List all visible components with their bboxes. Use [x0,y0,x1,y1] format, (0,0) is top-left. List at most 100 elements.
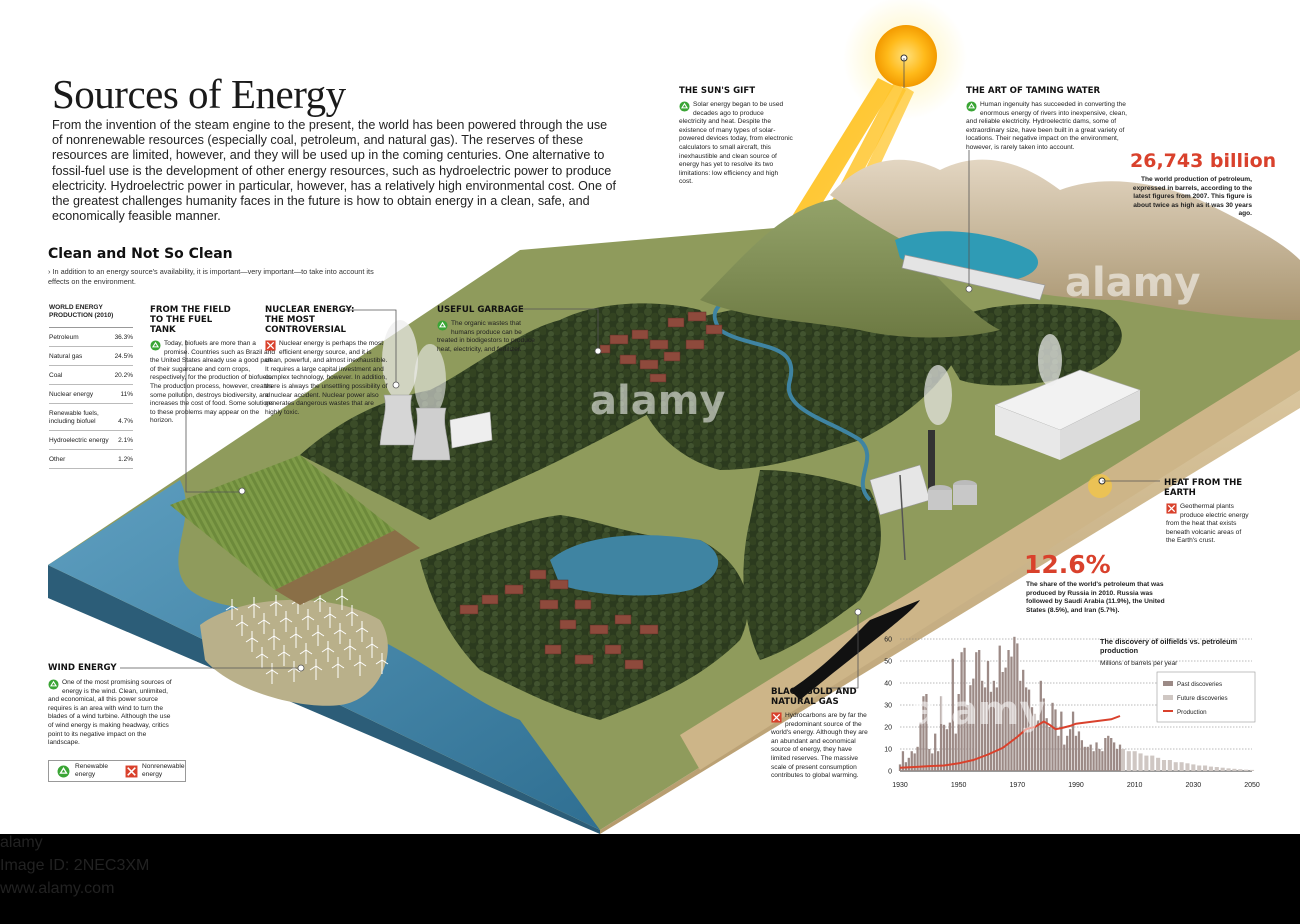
table-row: Nuclear energy 11% [49,385,133,404]
legend-swatch-past [1163,681,1173,686]
sun-callout-text: Solar energy began to be used decades ag… [679,101,793,186]
y-tick-label: 30 [884,703,892,710]
past-discovery-bar [957,694,960,771]
future-discovery-bar [1249,769,1255,771]
garbage-callout-text: The organic wastes that humans produce c… [437,320,535,353]
table-row-value: 1.2% [118,456,133,463]
x-tick-label: 2050 [1244,782,1260,789]
past-discovery-bar [963,647,966,771]
y-tick-label: 60 [884,637,892,644]
past-discovery-bar [995,687,998,771]
wind-turbine [309,659,323,680]
past-discovery-bar [966,705,969,771]
table-row-name: Petroleum [49,334,79,341]
future-discovery-bar [1197,765,1202,771]
past-discovery-bar [1057,735,1060,771]
past-discovery-bar [1010,656,1013,771]
wind-turbine [321,641,335,662]
infographic-canvas: Sources of Energy From the invention of … [48,0,1300,834]
wind-callout-title: WIND ENERGY [48,663,117,673]
renewable-icon [150,340,161,351]
past-discovery-bar [1054,709,1057,771]
y-tick-label: 0 [888,769,892,776]
future-discovery-bar [1244,769,1249,771]
table-row: Petroleum 36.3% [49,328,133,347]
table-row-value: 36.3% [114,334,133,341]
past-discovery-bar [954,733,957,771]
wind-turbines [225,589,389,684]
nuclear-callout-text: Nuclear energy is perhaps the most effic… [265,340,388,416]
future-discovery-bar [1120,749,1125,771]
past-discovery-bar [1112,742,1116,771]
table-row: Hydroelectric energy 2.1% [49,431,133,450]
section-subtitle: › In addition to an energy source's avai… [48,267,374,286]
wind-turbine [345,605,359,626]
past-discovery-bar [1118,744,1122,771]
chart-title: The discovery of oilfields vs. petroleum… [1100,637,1238,655]
future-discovery-bar [1232,768,1237,771]
x-tick-label: 1950 [951,782,967,789]
russia-stat-value: 12.6% [1024,550,1111,579]
table-row-name: Hydroelectric energy [49,437,109,444]
footer-site[interactable]: www.alamy.com [0,880,115,897]
past-discovery-bar [960,652,963,771]
renewable-icon [48,679,59,690]
future-discovery-bar [1138,753,1143,771]
table-row: Renewable fuels, including biofuel 4.7% [49,404,133,431]
past-discovery-bar [936,751,940,771]
wind-turbine [335,589,349,610]
past-discovery-bar [1077,731,1081,771]
past-discovery-bar [942,724,946,771]
past-discovery-bar [922,696,925,771]
past-discovery-bar [1089,744,1092,771]
past-discovery-bar [1001,672,1004,771]
past-discovery-bar [1098,749,1101,771]
past-discovery-bar [1107,735,1110,771]
past-discovery-bar [1066,735,1069,771]
future-discovery-bar [1220,767,1225,771]
wind-turbine [299,643,313,664]
past-discovery-bar [1092,751,1095,771]
past-discovery-bar [1013,636,1016,771]
footer-bar [0,834,1300,924]
energy-production-table: WORLD ENERGY PRODUCTION (2010) Petroleum… [49,304,133,469]
past-discovery-bar [1004,667,1007,771]
wind-turbine [269,595,283,616]
past-discovery-bar [1036,720,1040,771]
past-discovery-bar [969,685,972,771]
wind-turbine [311,625,325,646]
past-discovery-bar [901,751,905,771]
wind-turbine [235,615,249,636]
future-discovery-bar [1226,768,1231,771]
nonrenewable-icon [1166,503,1177,514]
chart-legend: Past discoveries Future discoveries Prod… [1156,671,1256,723]
past-discovery-bar [1101,751,1104,771]
past-discovery-bar [919,722,922,771]
legend-nonrenewable-label: Nonrenewable energy [142,763,185,778]
future-discovery-bar [1150,755,1155,771]
table-row-name: Nuclear energy [49,391,94,398]
russia-stat-text: The share of the world's petroleum that … [1026,581,1165,614]
renewable-icon [437,320,448,331]
oil-callout-title: BLACK GOLD AND NATURAL GAS [771,687,857,707]
past-discovery-bar [975,652,978,771]
table-row-name: Other [49,456,66,463]
past-discovery-bar [992,680,996,771]
wind-turbine [257,613,271,634]
past-discovery-bar [948,722,952,771]
past-discovery-bar [951,658,954,771]
future-discovery-bar [1167,760,1172,771]
past-discovery-bar [1042,698,1045,771]
past-discovery-bar [1080,740,1084,771]
nuclear-plant [379,320,493,461]
table-row: Natural gas 24.5% [49,347,133,366]
energy-type-legend: Renewable energy Nonrenewable energy [48,760,186,782]
wind-turbine [267,629,281,650]
wind-turbine [301,609,315,630]
table-row-name: Renewable fuels, including biofuel [49,410,99,425]
footer-logo[interactable]: alamy [0,834,43,851]
past-discovery-bar [907,757,910,771]
wind-turbine [255,647,269,668]
geothermal-plant [994,334,1141,498]
